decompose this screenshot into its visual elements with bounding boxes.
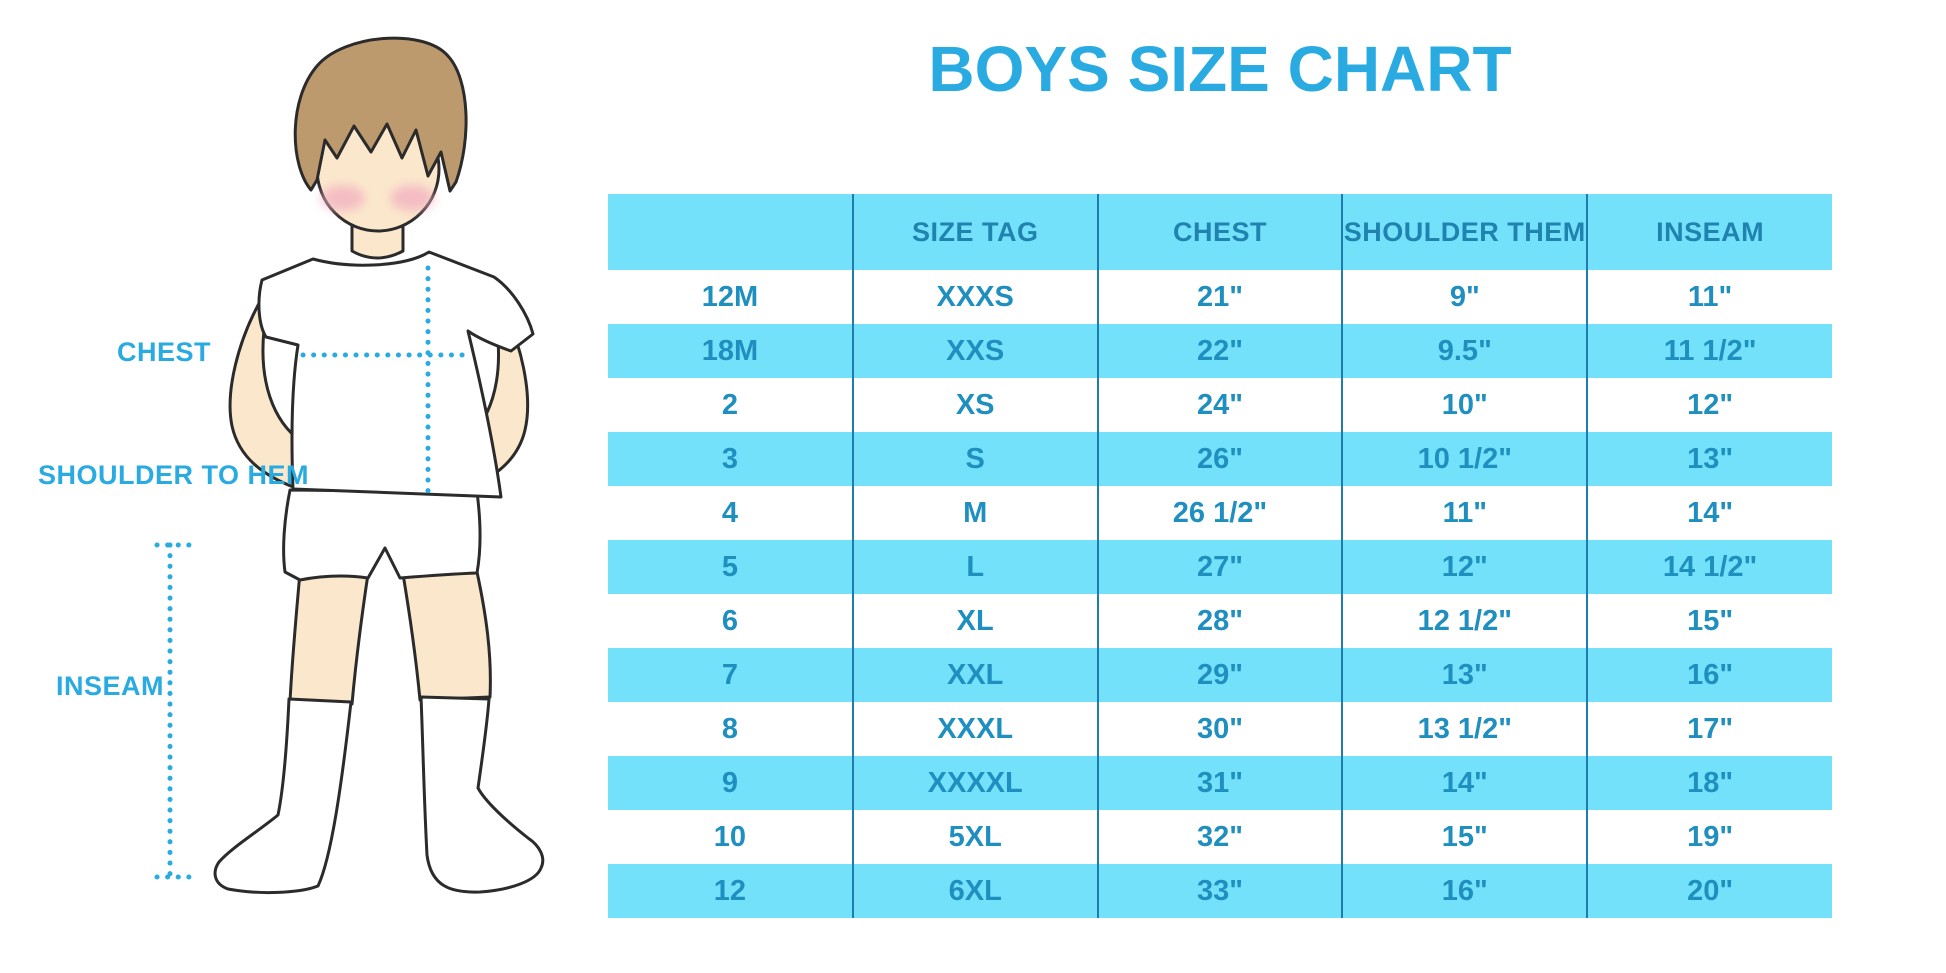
table-cell: 10"	[1341, 378, 1588, 432]
table-cell: 27"	[1096, 540, 1343, 594]
table-cell: 26"	[1096, 432, 1343, 486]
table-row: 3 S 26" 10 1/2" 13"	[608, 432, 1832, 486]
size-cell: 12M	[701, 280, 759, 313]
table-cell: 29"	[1096, 648, 1343, 702]
size-cell: 6	[721, 604, 738, 637]
table-cell: XXXL	[851, 702, 1098, 756]
table-cell: XXXXL	[851, 756, 1098, 810]
header-cell: SIZE TAG	[851, 194, 1098, 270]
table-cell: 19"	[1586, 810, 1832, 864]
table-row: 18M XXS 22" 9.5" 11 1/2"	[608, 324, 1832, 378]
table-cell: 20"	[1586, 864, 1832, 918]
table-row: 2 XS 24" 10" 12"	[608, 378, 1832, 432]
boy-left-arm	[228, 296, 304, 490]
size-cell: 3	[608, 432, 853, 486]
size-cell: 4	[721, 496, 738, 529]
table-row: 6 XL 28" 12 1/2" 15"	[608, 594, 1832, 648]
table-cell: 11"	[1586, 270, 1832, 324]
table-cell: 26 1/2"	[1096, 486, 1343, 540]
size-table-body: 12M XXXS 21" 9" 11" 18M XXS 22" 9.5" 11 1/2" 2 XS 24…	[608, 270, 1832, 918]
table-row: 5 L 27" 12" 14 1/2"	[608, 540, 1832, 594]
chest-label: CHEST	[117, 337, 212, 367]
table-cell: 15"	[1341, 810, 1588, 864]
table-cell: 18"	[1586, 756, 1832, 810]
header-row: SIZE TAG CHEST SHOULDER THEM INSEAM	[608, 194, 1832, 270]
boy-blush-right	[390, 185, 434, 211]
table-row: 12 6XL 33" 16" 20"	[608, 864, 1832, 918]
header-cell: INSEAM	[1586, 194, 1832, 270]
table-cell: 13"	[1341, 648, 1588, 702]
boy-right-leg	[401, 570, 492, 702]
table-cell: 15"	[1586, 594, 1832, 648]
table-cell: 13 1/2"	[1341, 702, 1588, 756]
table-cell: XXS	[851, 324, 1098, 378]
table-cell: 16"	[1586, 648, 1832, 702]
table-row: 8 XXXL 30" 13 1/2" 17"	[608, 702, 1832, 756]
table-cell: 12"	[1341, 540, 1588, 594]
boy-shorts	[282, 488, 482, 582]
boy-tshirt	[257, 250, 535, 499]
size-cell: 12	[608, 864, 853, 918]
table-cell: 24"	[1096, 378, 1343, 432]
header-cell: SHOULDER THEM	[1341, 194, 1588, 270]
table-cell: 9.5"	[1341, 324, 1588, 378]
table-row: 4 M 26 1/2" 11" 14"	[608, 486, 1832, 540]
table-cell: XS	[851, 378, 1098, 432]
table-row: 9 XXXXL 31" 14" 18"	[608, 756, 1832, 810]
table-cell: 12"	[1586, 378, 1832, 432]
table-cell: 6XL	[851, 864, 1098, 918]
header-cell: CHEST	[1096, 194, 1343, 270]
boy-left-sock	[213, 697, 353, 895]
boy-left-leg	[288, 570, 370, 706]
table-cell: 16"	[1341, 864, 1588, 918]
size-cell: 8	[721, 712, 738, 745]
size-cell: 2	[721, 388, 738, 421]
size-cell: 10	[713, 820, 747, 853]
inseam-label: INSEAM	[56, 671, 165, 701]
table-cell: 14 1/2"	[1586, 540, 1832, 594]
table-cell: 10 1/2"	[1341, 432, 1588, 486]
table-cell: 5XL	[851, 810, 1098, 864]
table-cell: L	[851, 540, 1098, 594]
size-cell: 5	[608, 540, 853, 594]
table-cell: 11 1/2"	[1586, 324, 1832, 378]
size-table-header: SIZE TAG CHEST SHOULDER THEM INSEAM	[608, 194, 1832, 270]
size-table: SIZE TAG CHEST SHOULDER THEM INSEAM 12M XXXS…	[608, 194, 1832, 918]
table-cell: XXXS	[851, 270, 1098, 324]
header-cell	[608, 194, 853, 270]
table-cell: 28"	[1096, 594, 1343, 648]
boy-illustration: CHEST SHOULDER TO HEM INSEAM	[0, 0, 580, 973]
table-cell: 21"	[1096, 270, 1343, 324]
table-cell: 17"	[1586, 702, 1832, 756]
table-cell: 13"	[1586, 432, 1832, 486]
size-cell: 18M	[608, 324, 853, 378]
boy-figure-drawing	[154, 36, 545, 895]
boy-right-sock	[419, 695, 545, 894]
table-cell: 33"	[1096, 864, 1343, 918]
table-row: 7 XXL 29" 13" 16"	[608, 648, 1832, 702]
page-title: BOYS SIZE CHART	[928, 33, 1512, 105]
table-cell: XXL	[851, 648, 1098, 702]
table-cell: 31"	[1096, 756, 1343, 810]
size-cell: 7	[608, 648, 853, 702]
table-cell: S	[851, 432, 1098, 486]
table-cell: 9"	[1341, 270, 1588, 324]
table-cell: 14"	[1341, 756, 1588, 810]
table-cell: 30"	[1096, 702, 1343, 756]
table-cell: 22"	[1096, 324, 1343, 378]
shoulder-to-hem-label: SHOULDER TO HEM	[38, 460, 310, 490]
table-cell: XL	[851, 594, 1098, 648]
boy-hair	[293, 36, 468, 193]
size-cell: 9	[608, 756, 853, 810]
table-cell: 32"	[1096, 810, 1343, 864]
table-row: 12M XXXS 21" 9" 11"	[608, 270, 1832, 324]
boy-blush-left	[321, 185, 365, 211]
table-row: 10 5XL 32" 15" 19"	[608, 810, 1832, 864]
table-cell: M	[851, 486, 1098, 540]
table-cell: 12 1/2"	[1341, 594, 1588, 648]
table-cell: 14"	[1586, 486, 1832, 540]
table-cell: 11"	[1341, 486, 1588, 540]
